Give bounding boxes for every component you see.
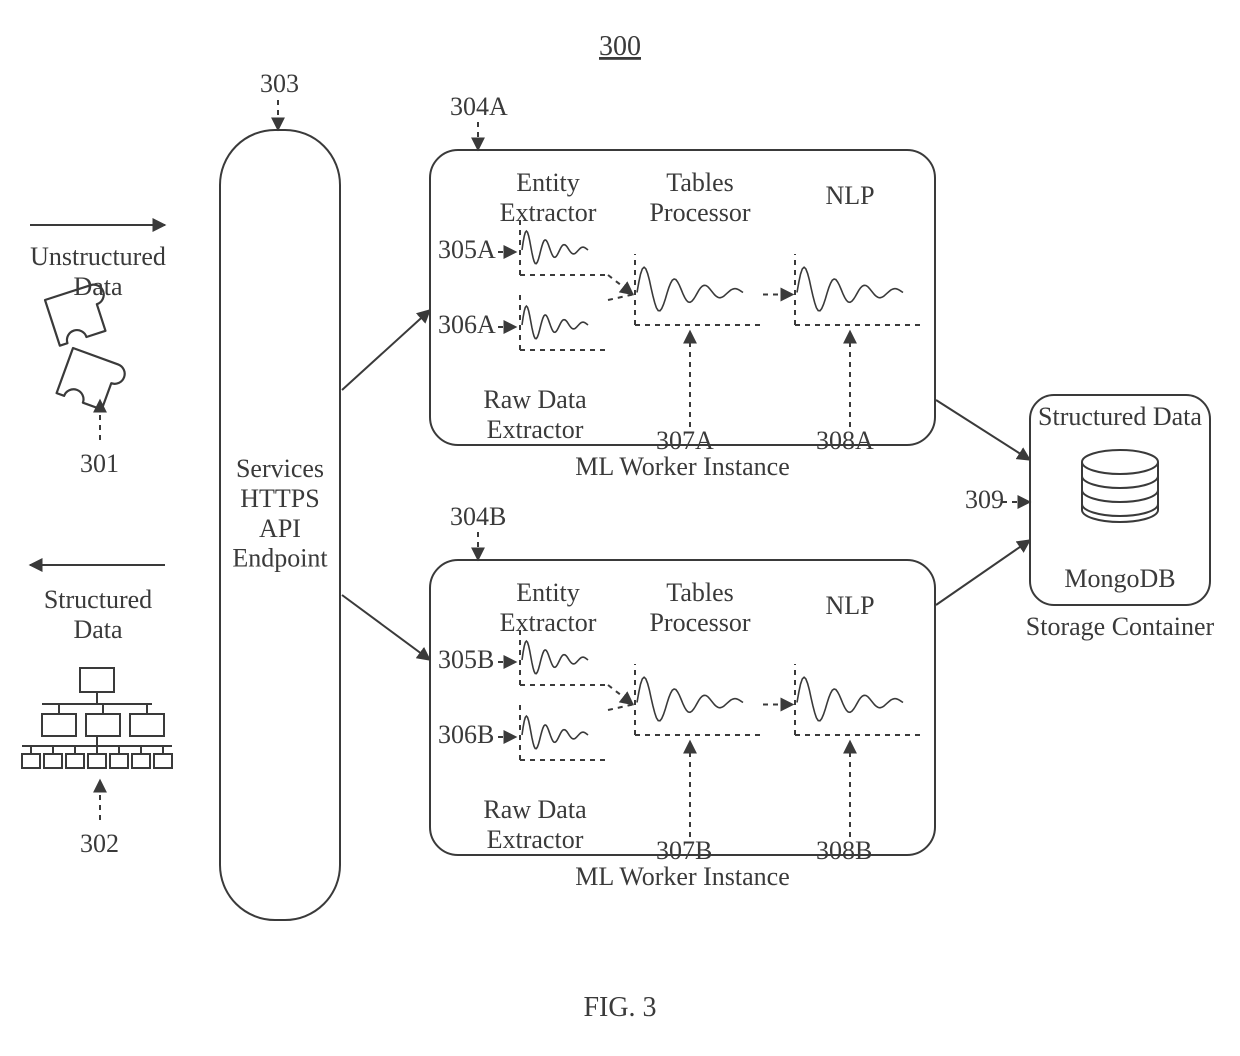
caption-worker-A: ML Worker Instance — [575, 452, 790, 481]
ref-309: 309 — [965, 485, 1004, 514]
label-raw-extractor-A: Raw DataExtractor — [483, 385, 587, 444]
figure-caption: FIG. 3 — [583, 992, 656, 1023]
label-tables-processor-B: TablesProcessor — [649, 578, 750, 637]
signal-icon — [520, 704, 608, 760]
signal-icon — [635, 664, 763, 735]
org-chart-icon — [22, 668, 172, 768]
signal-icon — [520, 629, 608, 685]
puzzle-icon — [45, 282, 128, 413]
label-storage-caption: Storage Container — [1026, 612, 1215, 641]
ref-307A: 307A — [656, 426, 714, 455]
label-storage-db: MongoDB — [1064, 564, 1175, 593]
ref-302: 302 — [80, 829, 119, 858]
label-tables-processor-A: TablesProcessor — [649, 168, 750, 227]
ref-307B: 307B — [656, 836, 712, 865]
ref-305A: 305A — [438, 235, 496, 264]
label-unstructured: UnstructuredData — [30, 242, 166, 301]
signal-icon — [520, 219, 608, 275]
signal-icon — [795, 254, 923, 325]
signal-icon — [635, 254, 763, 325]
label-api: ServicesHTTPSAPIEndpoint — [232, 454, 328, 573]
label-raw-extractor-B: Raw DataExtractor — [483, 795, 587, 854]
label-storage-title: Structured Data — [1038, 402, 1202, 431]
label-structured-left: StructuredData — [44, 585, 152, 644]
label-entity-extractor-B: EntityExtractor — [500, 578, 597, 637]
ref-306B: 306B — [438, 720, 494, 749]
arrow-api-to-B — [342, 595, 430, 660]
caption-worker-B: ML Worker Instance — [575, 862, 790, 891]
ref-303: 303 — [260, 69, 299, 98]
ref-308A: 308A — [816, 426, 874, 455]
arrow-api-to-A — [342, 310, 430, 390]
ref-308B: 308B — [816, 836, 872, 865]
ref-304B: 304B — [450, 502, 506, 531]
arrow-A-to-storage — [936, 400, 1030, 460]
label-nlp-A: NLP — [825, 181, 874, 210]
signal-icon — [520, 294, 608, 350]
ref-305B: 305B — [438, 645, 494, 674]
figure-number: 300 — [599, 31, 641, 62]
ref-304A: 304A — [450, 92, 508, 121]
arrow-B-to-storage — [936, 540, 1030, 605]
signal-icon — [795, 664, 923, 735]
ref-306A: 306A — [438, 310, 496, 339]
label-nlp-B: NLP — [825, 591, 874, 620]
label-entity-extractor-A: EntityExtractor — [500, 168, 597, 227]
ref-301: 301 — [80, 449, 119, 478]
database-icon — [1082, 450, 1158, 522]
